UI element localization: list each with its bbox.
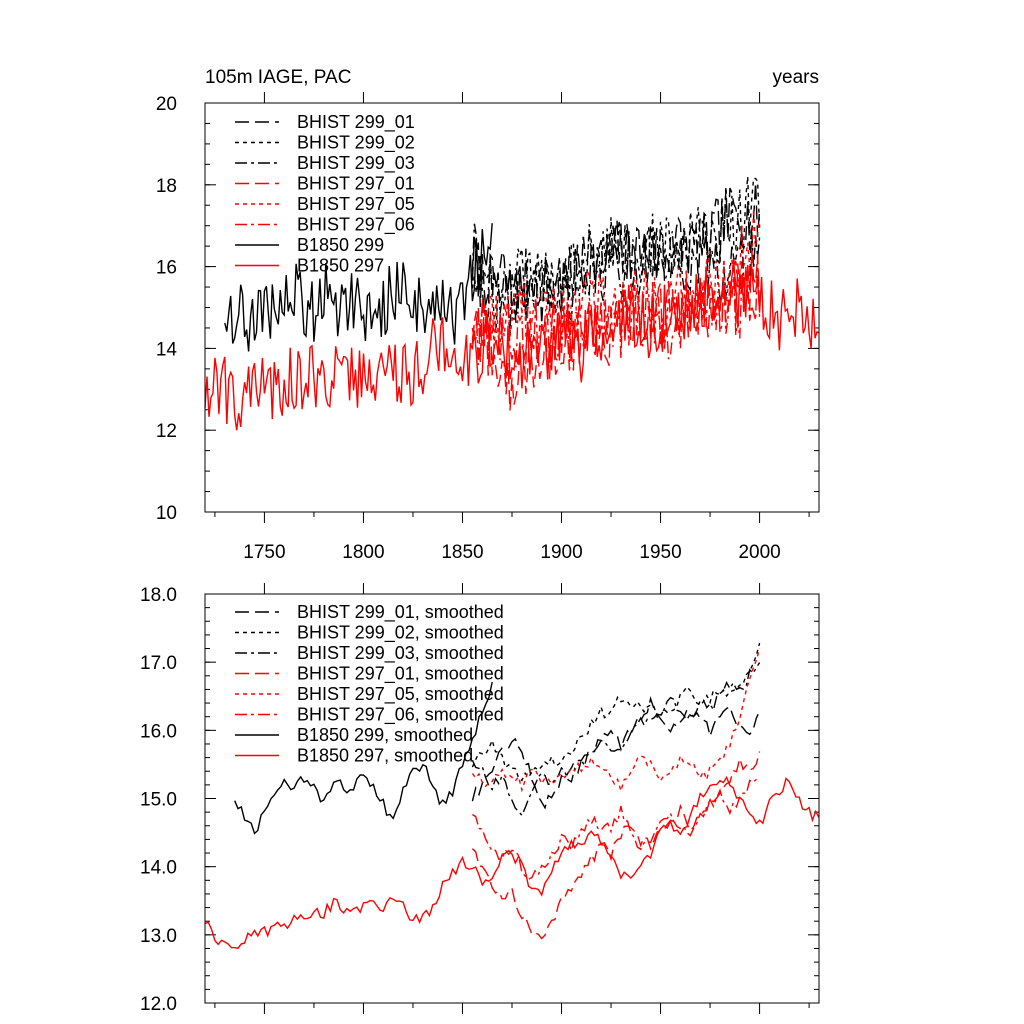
legend-label: BHIST 299_03 (297, 153, 415, 174)
y-tick-label: 16 (156, 258, 177, 279)
legend-label: B1850 299, smoothed (297, 725, 473, 745)
legend-label: BHIST 299_01 (297, 112, 415, 133)
legend-label: BHIST 297_05, smoothed (297, 684, 504, 705)
x-tick-label: 1750 (243, 542, 285, 563)
series-line-bhist-297-05-smoothed (471, 648, 761, 794)
series-line-b1850-299 (224, 223, 493, 352)
y-tick-label: 15.0 (140, 790, 177, 811)
legend-label: BHIST 299_01, smoothed (297, 602, 504, 623)
series-line-bhist-299-01-smoothed (471, 696, 761, 810)
series-line-bhist-299-02-smoothed (471, 642, 761, 782)
legend-label: BHIST 297_01 (297, 174, 415, 195)
legend-label: BHIST 297_05 (297, 194, 415, 215)
legend-label: BHIST 297_06, smoothed (297, 705, 504, 726)
legend-label: BHIST 299_02, smoothed (297, 623, 504, 644)
y-tick-label: 13.0 (140, 926, 177, 947)
series-line-bhist-297-06 (471, 258, 761, 370)
legend-label: BHIST 299_03, smoothed (297, 643, 504, 664)
y-tick-label: 12.0 (140, 994, 177, 1015)
series-line-b1850-297 (204, 264, 820, 431)
x-tick-label: 1900 (540, 542, 582, 563)
x-tick-label: 2000 (738, 542, 780, 563)
y-tick-label: 16.0 (140, 721, 177, 742)
legend-label: B1850 297, smoothed (297, 746, 473, 766)
y-tick-label: 17.0 (140, 653, 177, 674)
bottom-panel: 12.0 13.0 14.0 15.0 16.0 17.0 18.0 BHIST 299_0… (140, 583, 820, 1015)
y-tick-label: 18.0 (140, 585, 177, 606)
series-line-bhist-299-03-smoothed (471, 662, 761, 817)
top-panel-title-right: years (773, 67, 819, 88)
x-tick-label: 1950 (639, 542, 681, 563)
top-panel-frame (204, 102, 820, 513)
x-tick-label: 1800 (342, 542, 384, 563)
y-tick-label: 10 (156, 503, 177, 524)
legend-label: BHIST 297_06 (297, 215, 415, 236)
series-line-bhist-297-01-smoothed (471, 751, 761, 940)
y-tick-label: 14.0 (140, 858, 177, 879)
series-line-bhist-299-01 (471, 182, 761, 325)
y-tick-label: 12 (156, 421, 177, 442)
y-tick-label: 14 (156, 339, 178, 360)
series-line-b1850-297-smoothed (204, 775, 820, 949)
y-tick-label: 18 (156, 176, 177, 197)
y-tick-label: 20 (156, 94, 177, 115)
series-line-bhist-299-02 (471, 176, 761, 330)
x-tick-label: 1850 (441, 542, 483, 563)
legend-label: BHIST 299_02 (297, 133, 415, 154)
legend-label: B1850 299 (297, 235, 384, 255)
legend-label: B1850 297 (297, 256, 384, 276)
series-line-bhist-297-06-smoothed (472, 776, 761, 880)
top-panel-title-left: 105m IAGE, PAC (205, 67, 351, 88)
bottom-panel-frame (204, 593, 820, 1004)
series-line-bhist-299-03 (471, 217, 761, 336)
series-line-b1850-299-smoothed (234, 681, 493, 835)
legend-label: BHIST 297_01, smoothed (297, 664, 504, 685)
top-panel: 105m IAGE, PAC years 10 12 14 16 18 20 1750 180… (156, 67, 820, 563)
